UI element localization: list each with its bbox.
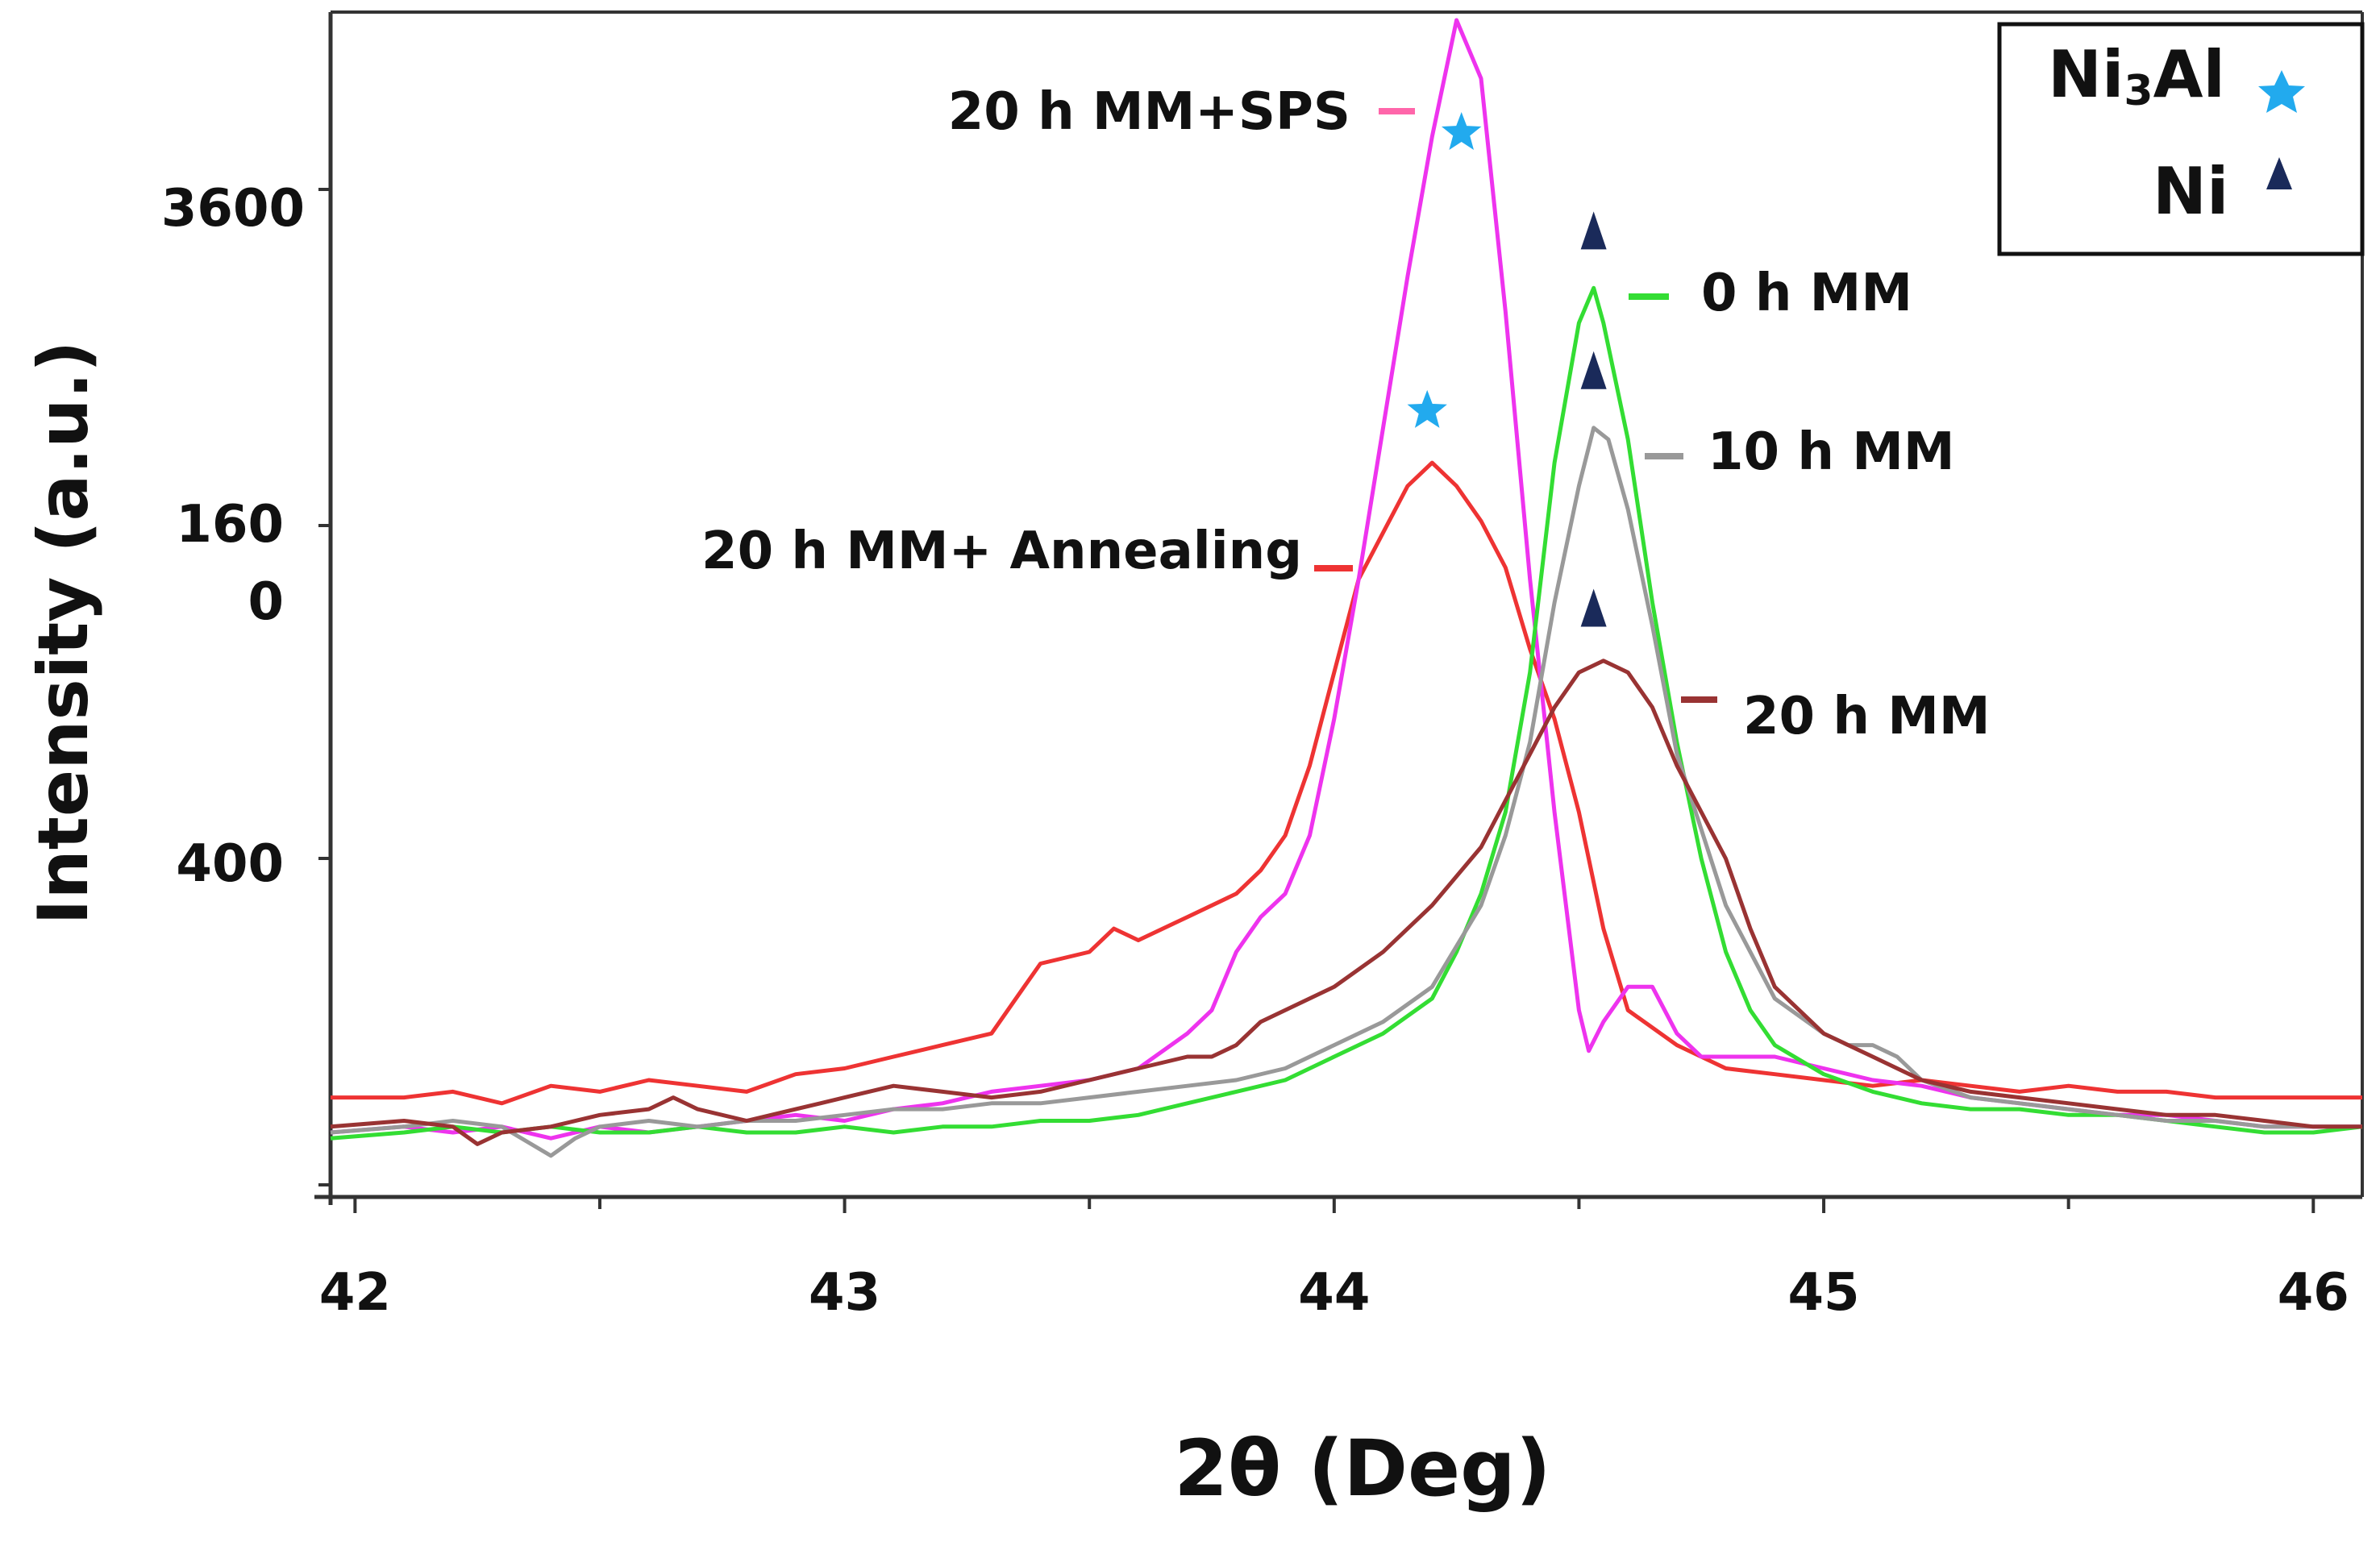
ni-triangle-icon [1580,211,1607,250]
x-tick-labels: 42 43 44 45 46 [319,1263,2349,1323]
series-layer [330,18,2363,1158]
curve-label-20h: 20 h MM [1743,687,1991,746]
y-tick-label: 400 [176,834,284,894]
series-line-10-h-mm [330,426,2362,1158]
x-tick-label: 45 [1788,1263,1860,1323]
x-tick-label: 44 [1298,1263,1370,1323]
y-axis-title: Intensity (a.u.) [23,341,104,925]
legend-star-icon [2258,70,2305,113]
y-ticks [318,188,331,1186]
legend-box [1997,22,2365,256]
ni3al-star-icon [1442,112,1482,150]
series-line-20-h-mm [330,659,2362,1146]
y-tick-label: 0 [248,572,284,632]
y-tick-label: 3600 [161,179,305,239]
ni3al-star-icon [1407,389,1447,428]
x-tick-label: 42 [319,1263,391,1323]
ni-triangle-icon [1580,588,1607,627]
y-tick-label: 160 [176,495,284,555]
legend-label-ni: Ni [2153,154,2228,229]
curve-label-annealing: 20 h MM+ Annealing [701,522,1302,581]
ni-triangle-icon [1580,351,1607,389]
x-tick-label: 46 [2278,1263,2349,1323]
legend-ni3al-main: Ni [2048,37,2124,112]
curve-label-0h: 0 h MM [1701,264,1912,323]
legend-ni3al-sub: 3 [2124,67,2153,115]
legend: Ni3Al Ni [1997,22,2365,256]
legend-ni3al-tail: Al [2153,37,2225,112]
legend-label-ni3al: Ni3Al [2048,37,2225,115]
series-line-20-h-mm-annealing [331,460,2362,1106]
legend-triangle-icon [2266,157,2292,189]
series-line-0-h-mm [330,285,2363,1141]
markers-layer [1407,112,1607,627]
curve-label-sps: 20 h MM+SPS [948,82,1350,142]
curve-label-10h: 10 h MM [1708,422,1955,482]
x-axis-title: 2θ (Deg) [1174,1423,1550,1514]
x-ticks [353,1197,2316,1213]
x-tick-label: 43 [809,1263,880,1323]
series-line-20-h-mm-sps [330,18,2362,1141]
